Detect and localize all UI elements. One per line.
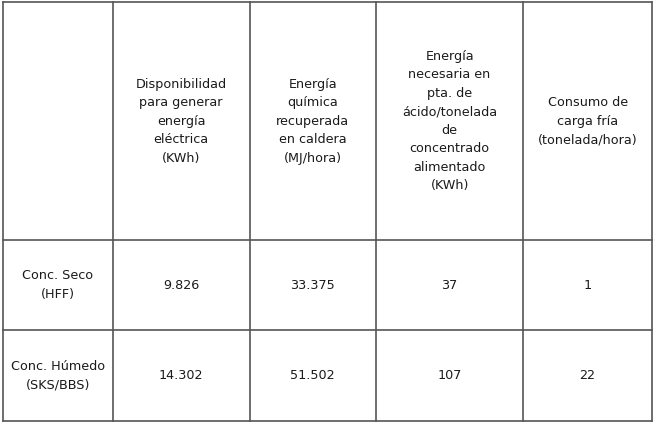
Text: 9.826: 9.826 <box>163 279 199 291</box>
Text: Conc. Húmedo
(SKS/BBS): Conc. Húmedo (SKS/BBS) <box>11 360 105 391</box>
Text: 107: 107 <box>438 369 462 382</box>
Text: 22: 22 <box>580 369 596 382</box>
Text: 51.502: 51.502 <box>291 369 335 382</box>
Text: 14.302: 14.302 <box>159 369 204 382</box>
Text: Energía
necesaria en
pta. de
ácido/tonelada
de
concentrado
alimentado
(KWh): Energía necesaria en pta. de ácido/tonel… <box>402 50 497 192</box>
Text: 37: 37 <box>441 279 458 291</box>
Text: 33.375: 33.375 <box>291 279 335 291</box>
Text: Consumo de
carga fría
(tonelada/hora): Consumo de carga fría (tonelada/hora) <box>538 96 637 146</box>
Text: Energía
química
recuperada
en caldera
(MJ/hora): Energía química recuperada en caldera (M… <box>276 77 349 165</box>
Text: Disponibilidad
para generar
energía
eléctrica
(KWh): Disponibilidad para generar energía eléc… <box>136 77 227 165</box>
Text: 1: 1 <box>584 279 592 291</box>
Text: Conc. Seco
(HFF): Conc. Seco (HFF) <box>22 269 93 301</box>
